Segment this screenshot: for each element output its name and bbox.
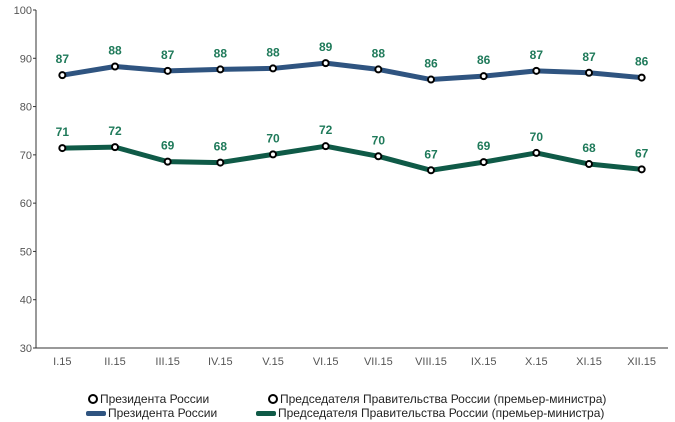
data-point: [532, 66, 541, 75]
y-tick-label: 90: [20, 53, 32, 65]
x-tick-label: IV.15: [208, 356, 233, 368]
data-label: 71: [56, 125, 70, 139]
data-label: 70: [266, 131, 280, 145]
legend-label: Президента России: [108, 406, 218, 420]
legend-marker-icon: [268, 394, 278, 404]
data-point: [585, 68, 593, 77]
x-tick-label: XII.15: [627, 356, 656, 368]
data-label: 86: [424, 57, 438, 71]
data-point: [111, 62, 119, 71]
x-tick-label: VI.15: [313, 356, 339, 368]
y-tick-label: 100: [14, 5, 32, 17]
data-label: 88: [372, 46, 386, 60]
x-tick-label: III.15: [155, 356, 179, 368]
x-tick-label: X.15: [525, 356, 548, 368]
y-tick-label: 30: [20, 343, 32, 355]
data-point: [216, 158, 225, 167]
data-point: [374, 152, 383, 161]
data-point: [321, 59, 330, 68]
data-point: [374, 65, 383, 74]
data-label: 87: [530, 48, 544, 62]
y-tick-label: 70: [20, 150, 32, 162]
data-point: [111, 143, 119, 152]
data-label: 72: [319, 123, 333, 137]
data-point: [216, 65, 225, 74]
data-point: [269, 150, 277, 159]
y-tick-label: 50: [20, 246, 32, 258]
series-line-1: [62, 143, 642, 173]
data-point: [58, 71, 67, 80]
data-label: 88: [214, 46, 228, 60]
data-label: 87: [161, 48, 175, 62]
legend-item-premier: Председателя Правительства России (премь…: [256, 392, 606, 420]
data-point: [532, 148, 541, 157]
x-tick-label: V.15: [262, 356, 284, 368]
x-tick-label: I.15: [53, 356, 71, 368]
data-label: 69: [477, 139, 491, 153]
data-point: [637, 73, 646, 82]
legend-item-president: Президента России Президента России: [86, 392, 217, 420]
data-label: 86: [477, 53, 491, 67]
data-label: 70: [530, 130, 544, 144]
x-tick-label: VIII.15: [415, 356, 447, 368]
data-point: [479, 158, 488, 167]
data-label: 87: [582, 50, 596, 64]
x-tick-label: XI.15: [576, 356, 602, 368]
series-line-0: [61, 60, 642, 83]
data-label: 88: [108, 43, 122, 57]
legend-label: Председателя Правительства России (премь…: [278, 406, 605, 420]
data-point: [163, 66, 172, 75]
x-tick-label: II.15: [104, 356, 125, 368]
y-tick-label: 40: [20, 295, 32, 307]
data-point: [637, 165, 646, 174]
data-label: 88: [266, 45, 280, 59]
y-tick-label: 80: [20, 102, 32, 114]
data-point: [585, 160, 593, 169]
data-label: 68: [582, 141, 596, 155]
legend-swatch-icon: [256, 410, 276, 416]
data-label: 86: [635, 55, 649, 69]
data-point: [479, 72, 488, 81]
data-point: [427, 166, 435, 175]
legend-label: Председателя Правительства России (премь…: [280, 392, 607, 406]
legend-swatch-icon: [86, 410, 106, 416]
data-label: 87: [56, 52, 70, 66]
x-tick-label: VII.15: [364, 356, 393, 368]
data-label: 67: [635, 146, 649, 160]
legend-marker-icon: [88, 394, 98, 404]
data-point: [269, 64, 277, 73]
y-tick-label: 60: [20, 198, 32, 210]
data-point: [163, 157, 172, 166]
data-label: 89: [319, 40, 333, 54]
data-label: 72: [108, 124, 122, 138]
data-label: 67: [424, 147, 438, 161]
data-point: [321, 142, 330, 151]
legend-label: Президента России: [100, 392, 210, 406]
data-label: 69: [161, 139, 175, 153]
x-tick-label: IX.15: [471, 356, 497, 368]
data-label: 68: [214, 140, 228, 154]
data-point: [427, 75, 435, 84]
data-label: 70: [372, 133, 386, 147]
data-point: [58, 144, 67, 153]
